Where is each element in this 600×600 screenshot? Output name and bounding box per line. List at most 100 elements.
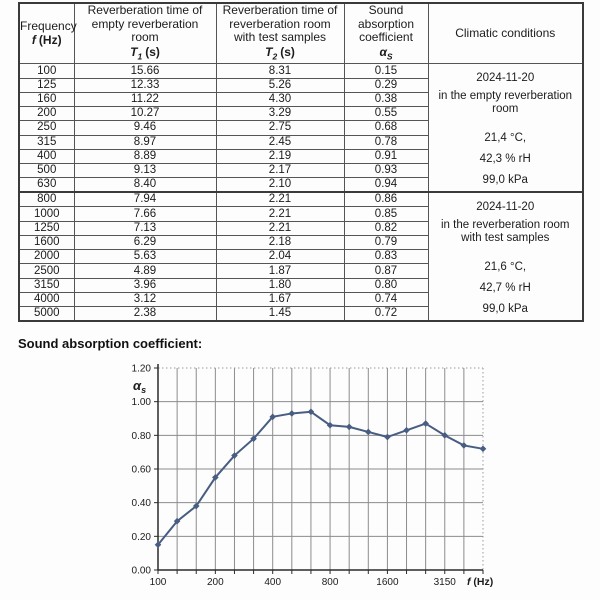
data-point [269,413,277,421]
table-row: 250 9.46 2.75 0.68 [18,120,583,136]
t2-cell: 2.45 [215,134,345,150]
t2-cell: 2.17 [215,163,345,179]
col-header-climatic: Climatic conditions [427,2,584,65]
alpha-cell: 0.79 [343,234,429,251]
header-text: room [131,30,159,44]
t1-cell: 3.96 [73,277,217,293]
t2-cell: 2.75 [215,120,345,136]
table-row: 200 10.27 3.29 0.55 [18,106,583,122]
frequency-cell: 125 [18,77,75,93]
t1-cell: 15.66 [73,63,217,79]
y-tick-label: 1.20 [132,364,152,375]
t1-symbol: T1 (s) [130,44,160,61]
t2-cell: 8.31 [215,63,345,79]
alpha-cell: 0.74 [343,291,429,308]
environment-values: 21,4 °C, 42,3 % rH 99,0 kPa [479,132,531,187]
frequency-cell: 100 [18,63,75,79]
alpha-cell: 0.86 [343,191,429,208]
t2-cell: 2.21 [215,191,345,208]
measurement-location: in the reverberation room with test sampl… [441,219,570,245]
t2-cell: 1.87 [215,263,345,279]
frequency-cell: 500 [18,163,75,179]
data-point [364,428,372,436]
frequency-cell: 400 [18,148,75,165]
t2-cell: 1.45 [215,306,345,322]
y-tick-label: 0.00 [132,566,152,577]
alpha-cell: 0.29 [343,77,429,93]
frequency-cell: 630 [18,177,75,193]
data-point [384,433,391,441]
frequency-cell: 2000 [18,249,75,265]
frequency-cell: 3150 [18,277,75,293]
t2-symbol: T2 (s) [265,44,295,61]
y-tick-label: 1.00 [132,397,152,408]
alpha-cell: 0.68 [343,120,429,136]
data-point [403,426,410,434]
measurement-date: 2024-11-20 [476,72,535,85]
alpha-cell: 0.91 [343,148,429,165]
frequency-cell: 1250 [18,220,75,236]
header-text: Sound [368,3,404,17]
t1-cell: 5.63 [73,249,217,265]
t2-cell: 1.67 [215,291,345,308]
alpha-cell: 0.83 [343,249,429,265]
col-header-frequency: Frequency f (Hz) [18,2,77,65]
alpha-cell: 0.55 [343,106,429,122]
frequency-cell: 2500 [18,263,75,279]
alpha-symbol: αS [379,44,393,61]
t2-cell: 3.29 [215,106,345,122]
alpha-cell: 0.80 [343,277,429,293]
x-tick-label: 1600 [376,577,399,588]
frequency-cell: 800 [18,191,75,208]
data-point [173,517,181,525]
y-axis-label: αs [133,378,146,395]
table-row: 1000 7.66 2.21 0.85 [18,206,583,222]
table-row: 800 7.94 2.21 0.86 2024-11-20 in the reverber… [18,191,584,322]
data-point [345,423,353,431]
absorption-coefficient-chart: 0.00 0.20 0.40 0.60 0.80 1.00 1.20 100 200 400 800… [132,364,494,589]
measurement-table: Frequency f (Hz) Reverberation time of em… [18,2,584,323]
table-row: 400 8.89 2.19 0.91 [18,148,583,165]
t1-cell: 10.27 [73,106,217,122]
table-row: 5000 2.38 1.45 0.72 [18,306,583,322]
frequency-cell: 4000 [18,291,75,308]
y-tick-label: 0.20 [132,532,152,543]
data-point [288,410,296,417]
header-text: reverberation room [229,16,331,31]
header-text: coefficient [359,30,413,44]
alpha-cell: 0.72 [343,306,429,322]
t1-cell: 8.40 [73,177,217,193]
y-tick-label: 0.60 [132,465,152,476]
alpha-cell: 0.93 [343,163,429,179]
frequency-symbol: f (Hz) [31,33,62,48]
alpha-cell: 0.87 [343,263,429,279]
y-tick-label: 0.80 [132,431,152,442]
data-point [479,445,487,453]
col-header-alpha: Sound absorption coefficient αS [343,2,429,65]
x-tick-label: 400 [264,577,281,588]
t1-cell: 6.29 [73,234,217,251]
measurement-location: in the empty reverberation room [438,90,573,116]
x-axis-label: f (Hz) [467,576,493,588]
data-point [307,408,315,416]
t1-cell: 7.94 [73,191,217,208]
alpha-cell: 0.38 [343,91,429,108]
environment-values: 21,6 °C, 42,7 % rH 99,0 kPa [479,261,531,316]
alpha-cell: 0.78 [343,134,429,150]
t1-cell: 9.13 [73,163,217,179]
t1-cell: 8.97 [73,134,217,150]
t1-cell: 7.66 [73,206,217,222]
x-tick-label: 3150 [434,577,457,588]
t1-cell: 11.22 [73,91,217,108]
climatic-conditions-cell: 2024-11-20 in the reverberation room with … [427,191,584,322]
t2-cell: 5.26 [215,77,345,93]
data-point [250,435,257,442]
table-header-row: Frequency f (Hz) Reverberation time of em… [18,2,584,65]
x-tick-label: 100 [150,577,167,588]
col-header-t2: Reverberation time of reverberation room… [215,2,345,65]
alpha-cell: 0.82 [343,220,429,236]
t2-cell: 2.19 [215,148,345,165]
t2-cell: 2.21 [215,220,345,236]
measurement-date: 2024-11-20 [476,201,535,214]
table-row: 315 8.97 2.45 0.78 [18,134,583,150]
